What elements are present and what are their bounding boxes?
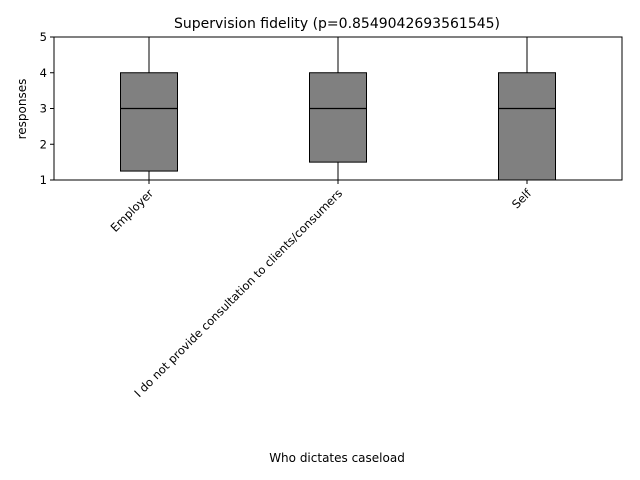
y-tick-label: 4 [40,66,47,80]
y-tick-label: 5 [40,30,47,44]
box-iqr [309,72,367,163]
x-axis-label: Who dictates caseload [269,451,405,465]
box-iqr [498,72,556,181]
y-tick-label: 3 [40,102,47,116]
x-tick-label: Employer [108,186,157,235]
box-iqr [120,72,178,172]
y-axis-label: responses [15,79,29,140]
y-tick-label: 1 [40,173,47,187]
x-tick-label: I do not provide consultation to clients… [131,186,345,400]
y-tick-label: 2 [40,137,47,151]
x-tick-label: Self [509,186,535,212]
chart-title: Supervision fidelity (p=0.85490426935615… [174,16,500,32]
